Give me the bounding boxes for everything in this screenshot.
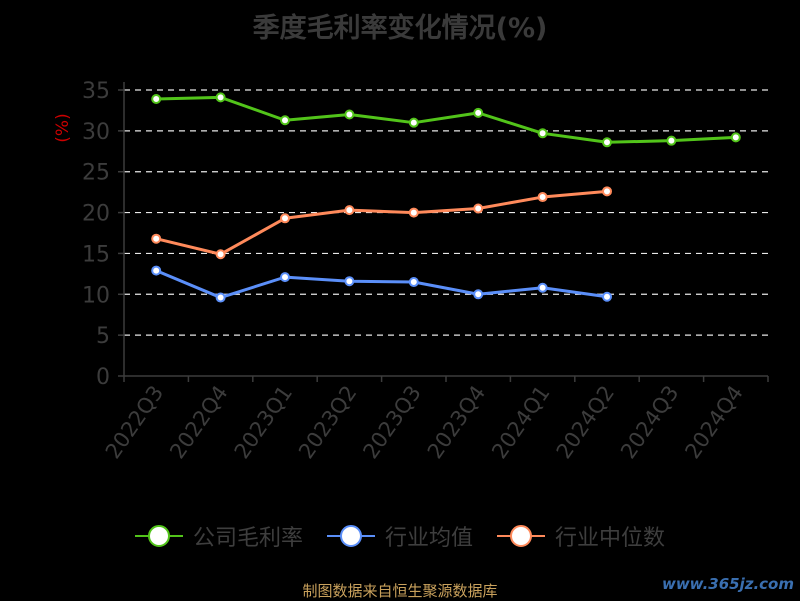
x-tick-label: 2023Q1 [230, 381, 297, 463]
y-tick-label: 20 [82, 202, 110, 227]
axes: 051015202530352022Q32022Q42023Q12023Q220… [82, 79, 769, 463]
series-line-industry-avg [155, 269, 608, 300]
y-tick-label: 5 [96, 324, 110, 349]
data-point-industry-median[interactable] [473, 203, 484, 214]
legend-item-industry-median[interactable]: 行业中位数 [497, 520, 665, 552]
legend-marker-company [134, 524, 183, 548]
x-tick-label: 2024Q2 [552, 381, 619, 463]
series-layer [151, 92, 741, 303]
data-point-industry-avg[interactable] [344, 276, 355, 287]
chart-title: 季度毛利率变化情况(%) [252, 13, 548, 44]
legend-marker-industry-avg [326, 524, 375, 548]
data-point-industry-median[interactable] [151, 233, 162, 244]
data-point-company[interactable] [408, 117, 419, 128]
data-point-industry-avg[interactable] [473, 289, 484, 300]
x-tick-label: 2024Q3 [616, 381, 683, 463]
data-point-company[interactable] [280, 115, 290, 126]
x-tick-label: 2022Q3 [101, 381, 168, 463]
x-tick-label: 2022Q4 [165, 381, 232, 463]
data-point-industry-median[interactable] [344, 205, 355, 216]
data-point-company[interactable] [151, 93, 162, 104]
data-point-industry-avg[interactable] [537, 282, 548, 293]
data-point-industry-median[interactable] [280, 213, 290, 224]
data-point-industry-avg[interactable] [408, 277, 419, 288]
data-point-industry-median[interactable] [537, 192, 548, 203]
data-point-industry-avg[interactable] [602, 291, 612, 302]
grid-lines [124, 89, 768, 336]
watermark: www.365jz.com [661, 575, 794, 593]
series-line-company [156, 95, 736, 144]
data-point-industry-median[interactable] [602, 186, 612, 197]
data-point-company[interactable] [473, 107, 484, 118]
legend-item-company[interactable]: 公司毛利率 [134, 520, 303, 552]
y-tick-label: 25 [82, 161, 110, 186]
legend-marker-industry-median [497, 524, 545, 548]
data-point-company[interactable] [344, 109, 355, 120]
legend-label-industry-median: 行业中位数 [555, 526, 666, 551]
y-axis-label: (%) [53, 113, 73, 142]
x-tick-label: 2023Q2 [294, 381, 361, 463]
data-point-industry-avg[interactable] [151, 265, 162, 276]
data-point-company[interactable] [730, 132, 741, 143]
legend-item-industry-avg[interactable]: 行业均值 [326, 520, 473, 552]
data-point-company[interactable] [602, 137, 612, 148]
data-point-company[interactable] [666, 135, 677, 146]
y-tick-label: 0 [96, 365, 110, 390]
y-tick-label: 15 [82, 242, 110, 267]
data-point-company[interactable] [537, 128, 548, 139]
data-point-industry-avg[interactable] [215, 292, 226, 303]
y-tick-label: 30 [82, 120, 110, 145]
legend: 公司毛利率 行业均值 行业中位数 [0, 520, 800, 552]
x-tick-label: 2023Q3 [358, 381, 425, 463]
x-tick-label: 2023Q4 [423, 381, 490, 463]
legend-label-industry-avg: 行业均值 [384, 526, 473, 551]
data-point-company[interactable] [215, 92, 226, 103]
data-point-industry-median[interactable] [408, 207, 419, 218]
y-tick-label: 35 [82, 79, 110, 104]
legend-label-company: 公司毛利率 [192, 526, 303, 551]
x-tick-label: 2024Q1 [487, 381, 554, 463]
data-point-industry-median[interactable] [215, 249, 226, 260]
source-note: 制图数据来自恒生聚源数据库 [302, 582, 498, 600]
data-point-industry-avg[interactable] [280, 272, 290, 283]
series-line-industry-median [155, 189, 608, 256]
y-tick-label: 10 [82, 283, 110, 308]
x-tick-label: 2024Q4 [680, 381, 747, 463]
